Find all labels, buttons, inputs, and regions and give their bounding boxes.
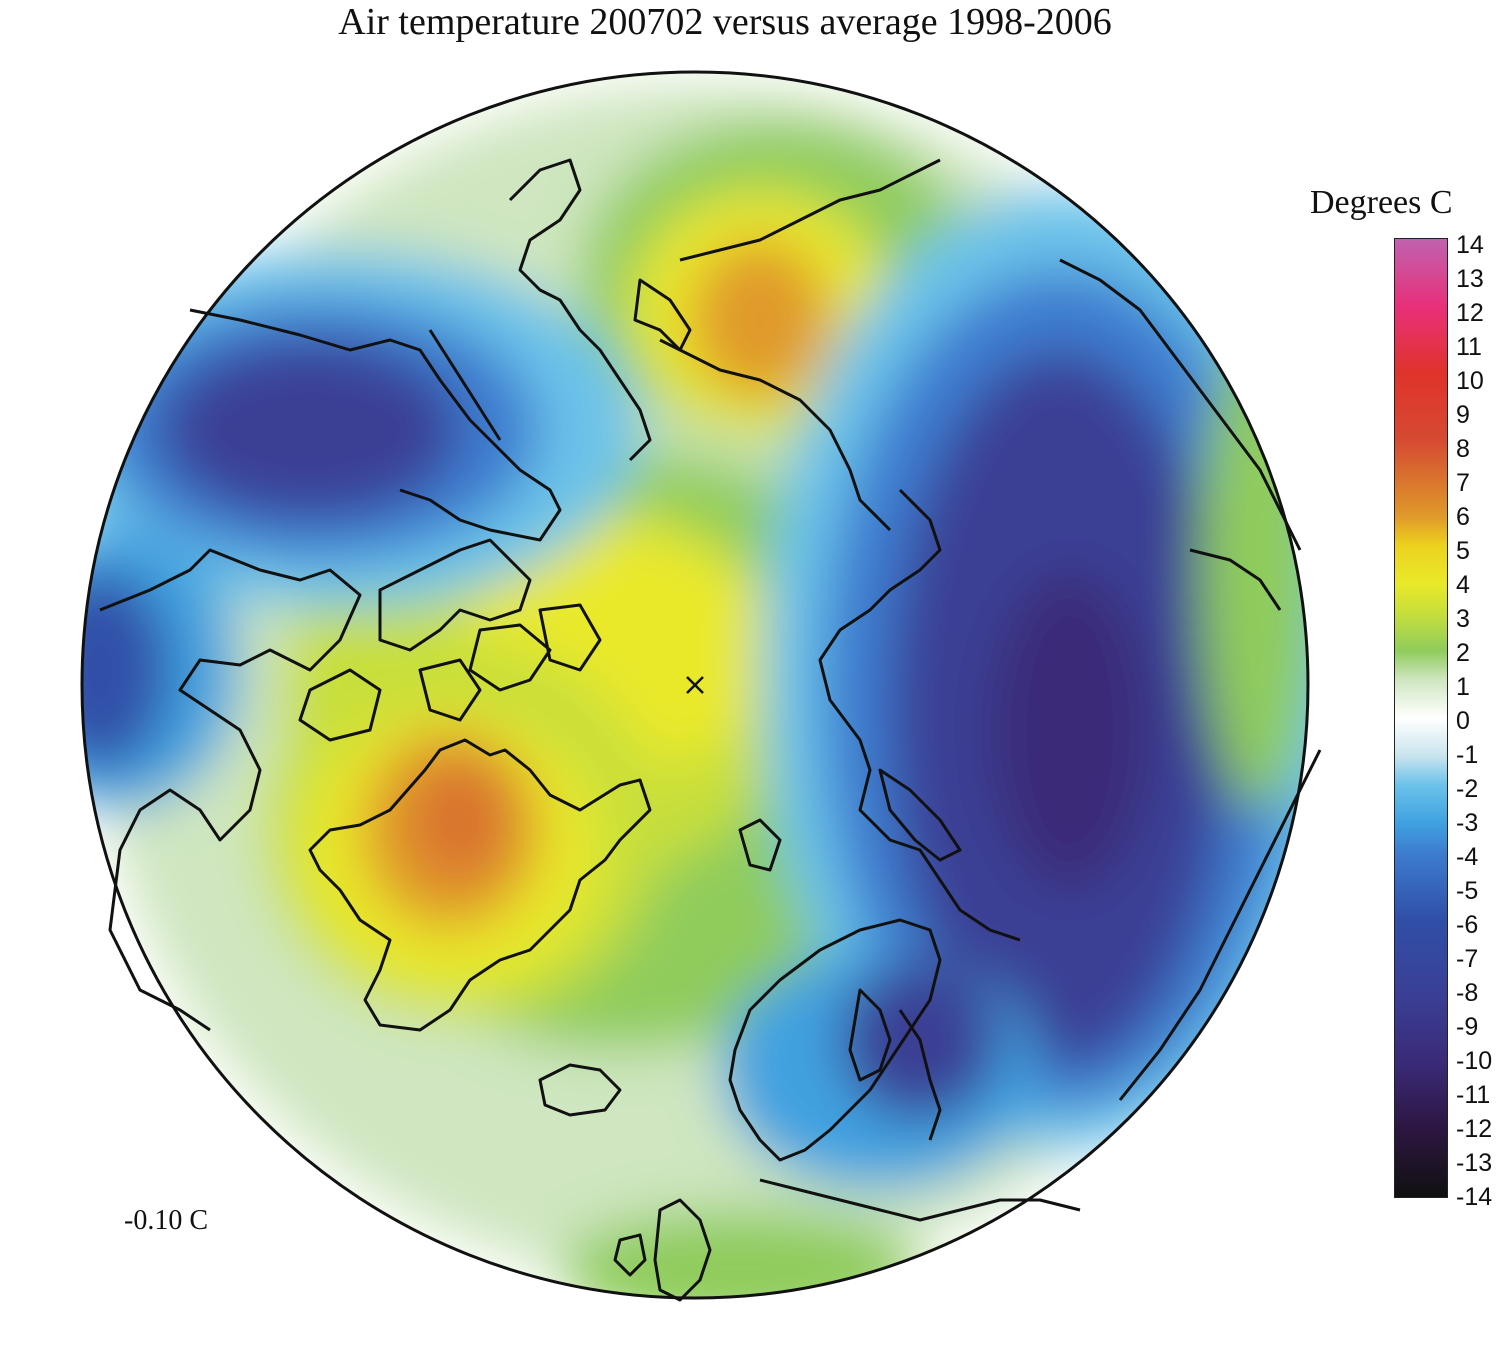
legend-tick-label: 11 [1456,333,1482,361]
legend-tick-label: 14 [1456,231,1484,259]
legend-tick-label: 5 [1456,537,1470,565]
baltic-coast [848,988,942,1141]
anomaly-region [160,340,460,520]
legend-tick-label: 7 [1456,469,1470,497]
north-pole-marker [686,676,704,694]
legend-tick-label: 13 [1456,265,1484,293]
color-scale-ticks: 14 13 12 11 10 9 8 7 6 5 4 3 2 1 0 -1 -2 -3 -4 -5 -6 -7 -8 -9 -1… [1456,232,1500,1212]
legend-tick-label: 1 [1456,673,1470,701]
north-siberia-coast [818,488,1021,942]
scandinavia-coast [728,918,942,1162]
alaska-coast [189,308,562,542]
legend-tick-label: -14 [1456,1183,1493,1211]
legend-tick-label: -5 [1456,877,1479,905]
legend-tick-label: -6 [1456,911,1479,939]
iceland-coast [538,1063,622,1117]
map-border [80,70,1310,1300]
british-isles-coast [613,1198,712,1302]
anomaly-region [410,760,510,880]
legend-tick-label: -1 [1456,741,1479,769]
anomaly-region [560,1210,920,1298]
legend-tick-label: 10 [1456,367,1484,395]
greenland-coast [308,738,652,1032]
novaya-zemlya-coast [878,768,962,862]
asia-border [1059,258,1302,551]
polar-map-svg [80,70,1322,1302]
legend-title: Degrees C [1310,184,1453,221]
legend-tick-label: -12 [1456,1115,1493,1143]
chukotka-coast [508,158,652,462]
legend-tick-label: -4 [1456,843,1479,871]
polar-map [60,50,1330,1320]
legend-tick-label: -3 [1456,809,1479,837]
arctic-archipelago-coast [298,538,602,742]
legend-tick-label: 8 [1456,435,1470,463]
coastlines [99,158,1322,1302]
russia-border [659,338,892,532]
legend-tick-label: 3 [1456,605,1470,633]
anomaly-region [1200,330,1308,810]
anomaly-region [990,570,1150,890]
legend-tick-label: -2 [1456,775,1479,803]
legend-tick-label: -13 [1456,1149,1493,1177]
legend-tick-label: -8 [1456,979,1479,1007]
legend-tick-label: 0 [1456,707,1470,735]
legend-tick-label: 9 [1456,401,1470,429]
caspian-region-border [1189,548,1282,611]
legend-tick-label: 6 [1456,503,1470,531]
global-mean-anomaly: -0.10 C [124,1205,208,1236]
asia-border-south [1118,749,1322,1101]
north-america-coast [99,548,362,1032]
map-title: Air temperature 200702 versus average 19… [338,1,1112,43]
alaska-border [428,329,502,441]
legend-tick-label: 4 [1456,571,1470,599]
temperature-field [82,72,1308,1298]
legend-tick-label: 12 [1456,299,1484,327]
legend-tick-label: -9 [1456,1013,1479,1041]
color-scale-bar [1394,238,1448,1198]
legend-tick-label: -10 [1456,1047,1493,1075]
anomaly-region [690,240,830,400]
legend-tick-label: -7 [1456,945,1479,973]
svalbard-coast [738,818,782,872]
legend-tick-label: 2 [1456,639,1470,667]
legend-tick-label: -11 [1456,1081,1491,1109]
anomaly-region [82,570,170,770]
